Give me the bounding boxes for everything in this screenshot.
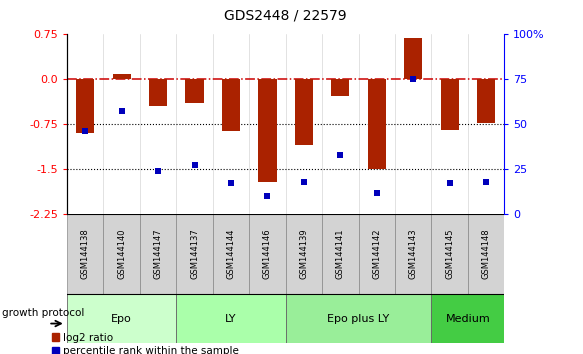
Bar bbox=[67, 294, 177, 343]
Bar bbox=[359, 214, 395, 294]
Text: GSM144137: GSM144137 bbox=[190, 229, 199, 279]
Text: growth protocol: growth protocol bbox=[2, 308, 84, 318]
Bar bbox=[477, 79, 495, 123]
Text: GSM144140: GSM144140 bbox=[117, 229, 126, 279]
Bar bbox=[149, 79, 167, 106]
Bar bbox=[250, 214, 286, 294]
Legend: log2 ratio, percentile rank within the sample: log2 ratio, percentile rank within the s… bbox=[52, 333, 239, 354]
Text: GSM144139: GSM144139 bbox=[300, 229, 308, 279]
Bar bbox=[177, 214, 213, 294]
Text: Medium: Medium bbox=[445, 314, 490, 324]
Bar bbox=[404, 38, 422, 79]
Text: Epo: Epo bbox=[111, 314, 132, 324]
Bar bbox=[177, 294, 286, 343]
Bar bbox=[295, 79, 313, 145]
Text: GSM144141: GSM144141 bbox=[336, 229, 345, 279]
Text: GSM144146: GSM144146 bbox=[263, 229, 272, 279]
Bar bbox=[104, 214, 140, 294]
Bar bbox=[286, 214, 322, 294]
Text: GSM144138: GSM144138 bbox=[81, 229, 90, 279]
Text: GSM144145: GSM144145 bbox=[445, 229, 454, 279]
Bar bbox=[258, 79, 276, 182]
Text: GSM144144: GSM144144 bbox=[227, 229, 236, 279]
Text: GSM144143: GSM144143 bbox=[409, 229, 417, 279]
Bar bbox=[431, 294, 504, 343]
Bar bbox=[331, 79, 349, 96]
Text: GDS2448 / 22579: GDS2448 / 22579 bbox=[224, 9, 347, 23]
Bar bbox=[222, 79, 240, 131]
Bar bbox=[368, 79, 386, 169]
Bar bbox=[286, 294, 431, 343]
Bar bbox=[113, 74, 131, 79]
Bar bbox=[67, 214, 104, 294]
Bar bbox=[140, 214, 177, 294]
Bar bbox=[431, 214, 468, 294]
Text: GSM144148: GSM144148 bbox=[482, 229, 490, 279]
Bar bbox=[76, 79, 94, 133]
Bar bbox=[322, 214, 359, 294]
Bar bbox=[213, 214, 250, 294]
Bar bbox=[185, 79, 203, 103]
Text: GSM144142: GSM144142 bbox=[373, 229, 381, 279]
Text: LY: LY bbox=[225, 314, 237, 324]
Bar bbox=[395, 214, 431, 294]
Text: Epo plus LY: Epo plus LY bbox=[328, 314, 389, 324]
Text: GSM144147: GSM144147 bbox=[154, 229, 163, 279]
Bar bbox=[468, 214, 504, 294]
Bar bbox=[441, 79, 459, 130]
